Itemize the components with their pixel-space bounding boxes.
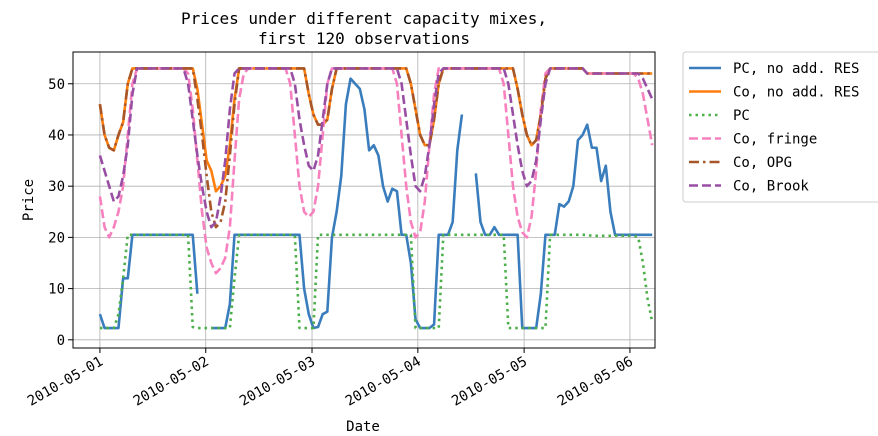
y-axis-label: Price [21, 179, 37, 221]
legend-label: Co, OPG [733, 155, 792, 171]
y-tick-label: 0 [57, 333, 65, 349]
chart-title: first 120 observations [258, 29, 470, 48]
x-tick-label: 2010-05-06 [555, 354, 636, 410]
x-tick-label: 2010-05-02 [131, 354, 212, 410]
legend-label: PC [733, 108, 750, 124]
y-tick-label: 50 [48, 77, 65, 93]
x-tick-label: 2010-05-05 [449, 354, 530, 410]
series-line [98, 67, 653, 193]
y-tick-label: 30 [48, 179, 65, 195]
x-axis-label: Date [346, 419, 380, 435]
y-tick-label: 20 [48, 230, 65, 246]
legend-label: Co, no add. RES [733, 85, 859, 101]
series-line [98, 67, 654, 275]
y-tick-label: 40 [48, 128, 65, 144]
chart-title: Prices under different capacity mixes, [181, 9, 547, 28]
legend-label: Co, fringe [733, 132, 817, 148]
y-tick-label: 10 [48, 282, 65, 298]
series-line [98, 77, 653, 330]
x-tick-label: 2010-05-04 [343, 354, 424, 410]
legend-label: Co, Brook [733, 179, 809, 195]
x-tick-label: 2010-05-03 [237, 354, 318, 410]
legend-box [682, 51, 878, 203]
series-line [99, 233, 654, 330]
plot-frame [72, 51, 656, 349]
legend-label: PC, no add. RES [733, 61, 859, 77]
x-tick-label: 2010-05-01 [25, 354, 106, 410]
series-line [98, 67, 654, 229]
